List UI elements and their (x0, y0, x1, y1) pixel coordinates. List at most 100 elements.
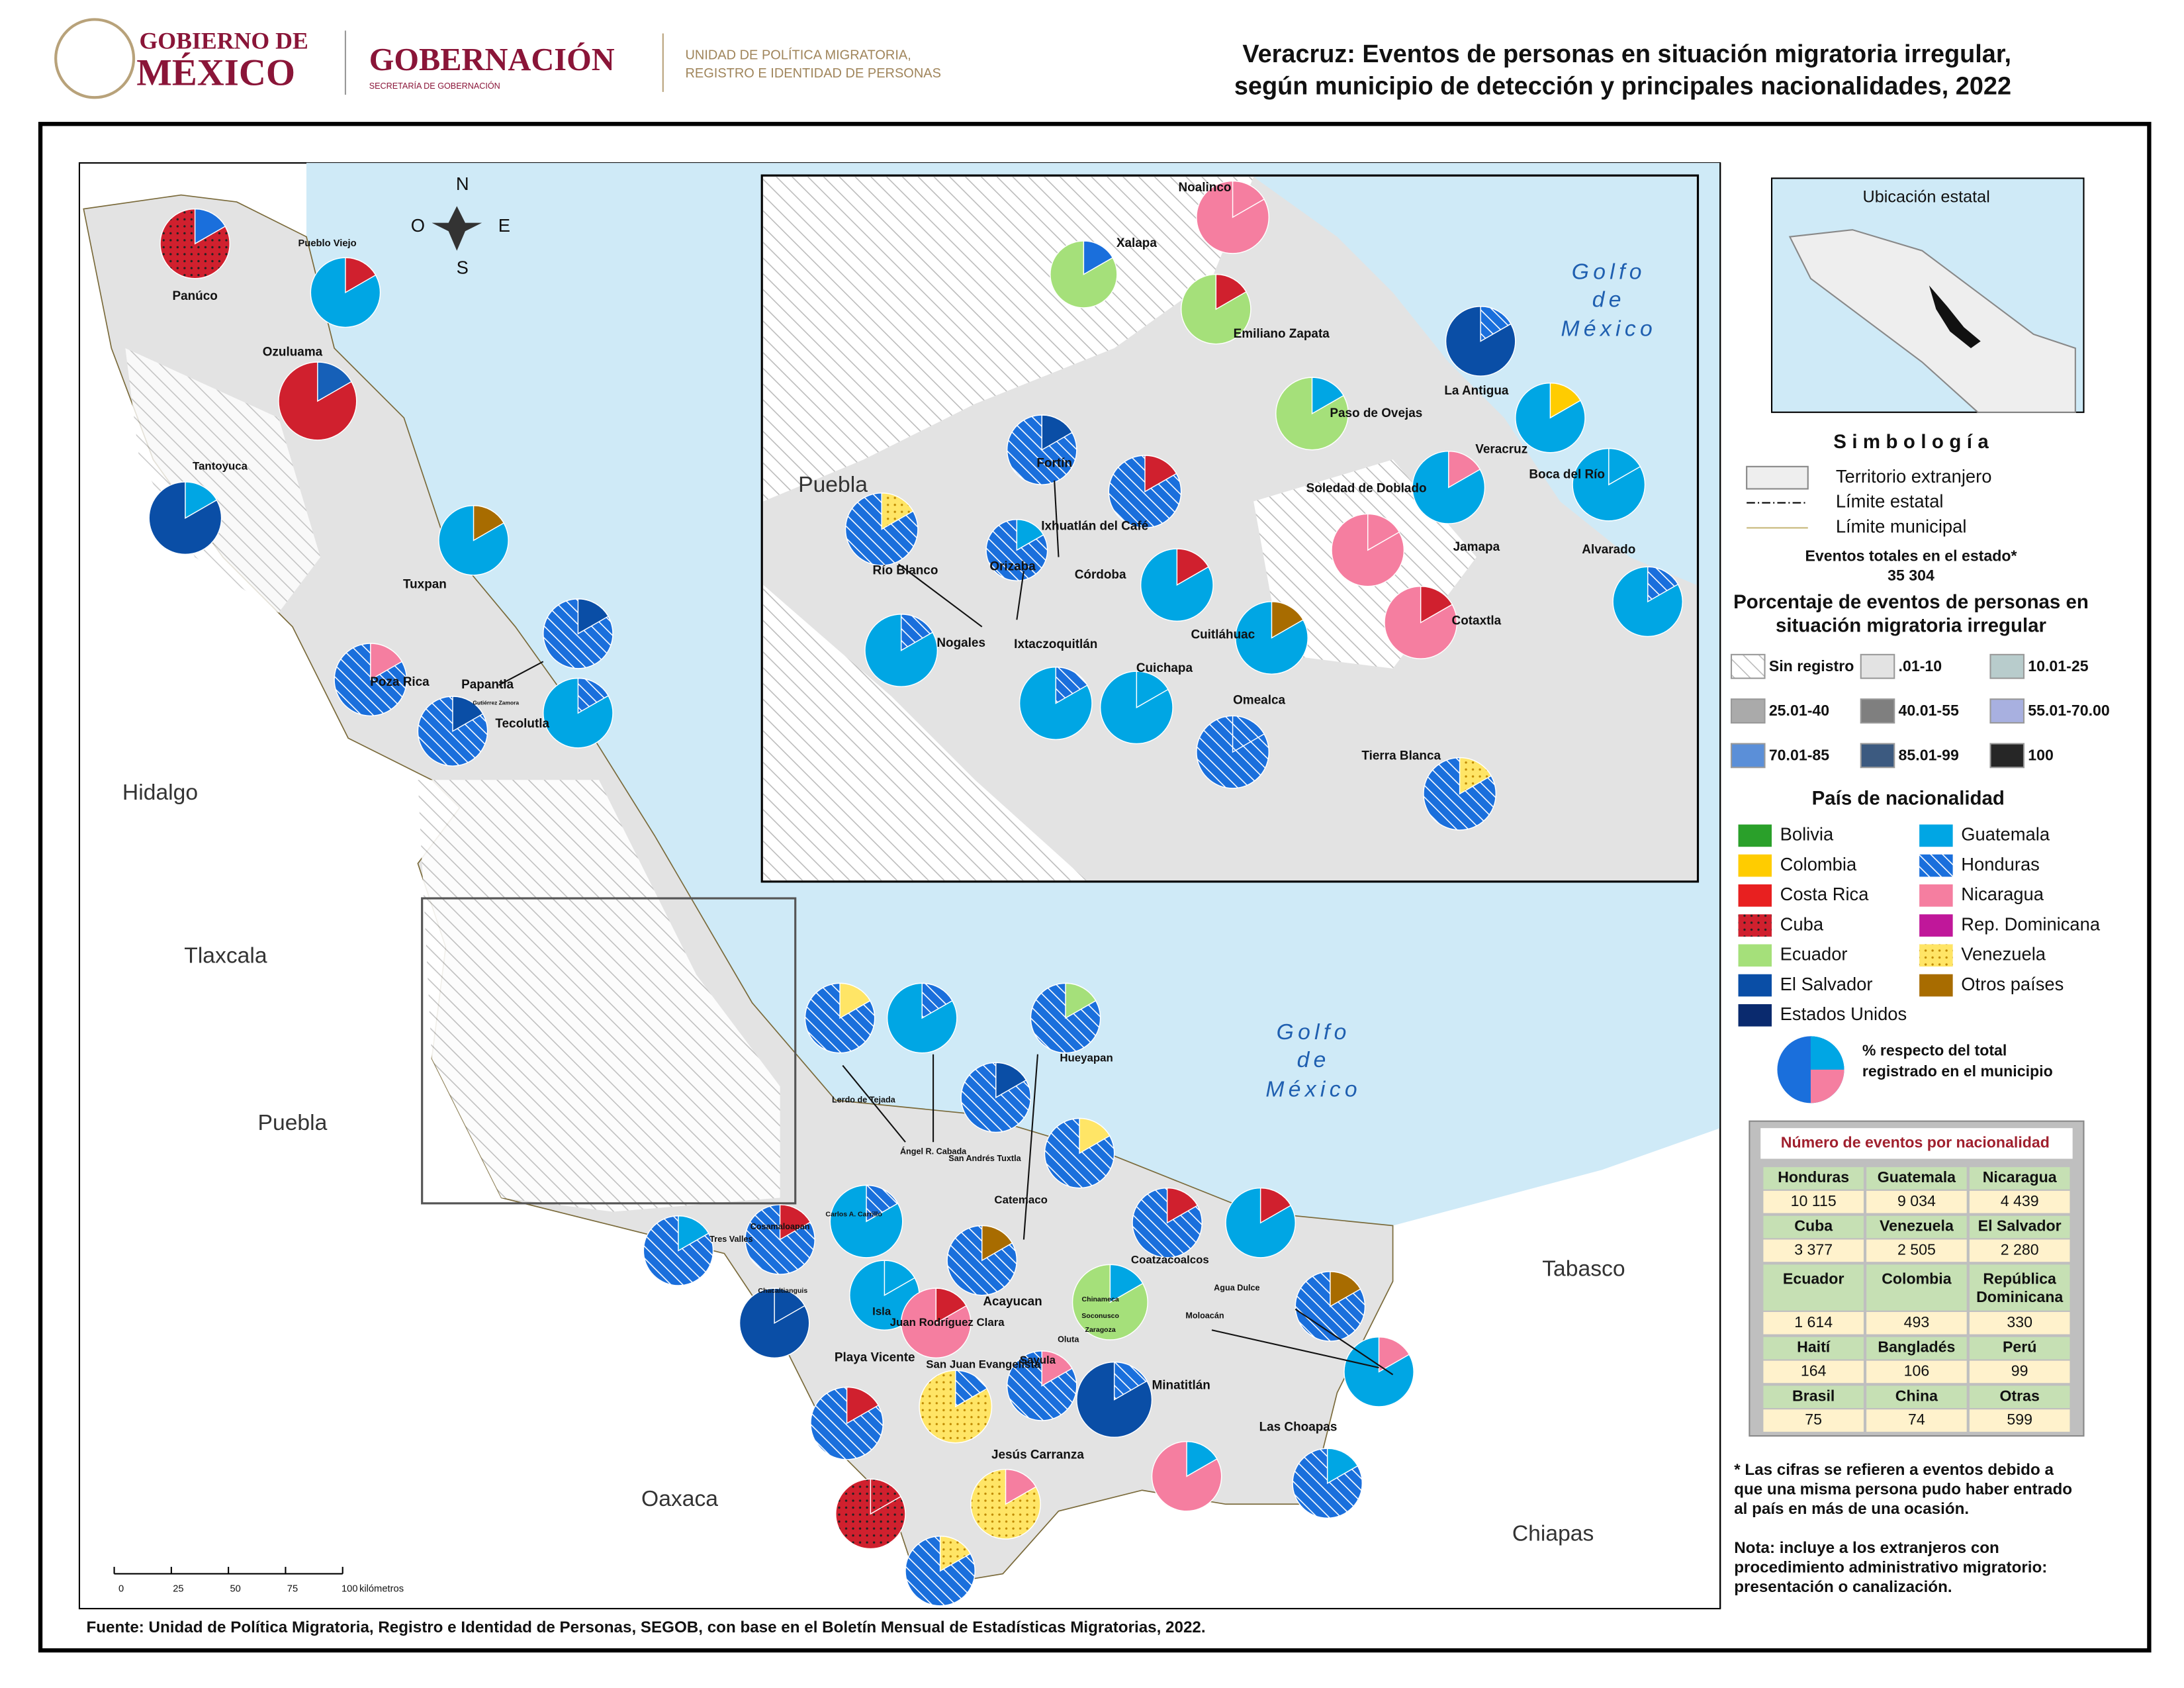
municipality-label: Juan Rodríguez Clara (890, 1316, 1005, 1329)
legend-subtitle: País de nacionalidad (1812, 787, 2005, 809)
pie-slice (866, 1184, 899, 1223)
nationality-label: Guatemala (1961, 824, 2050, 845)
note: procedimiento administrativo migratorio: (1734, 1558, 2047, 1576)
pie-slice (1215, 273, 1248, 310)
table-header-cell (1866, 1167, 1967, 1190)
note: * Las cifras se refieren a eventos debid… (1734, 1461, 2054, 1479)
municipality-label: Isla (872, 1305, 891, 1317)
pie-slice (1330, 1271, 1361, 1307)
municipality-label: Catemaco (994, 1194, 1047, 1206)
pie-slice (1459, 757, 1492, 795)
nationality-swatch (1738, 914, 1772, 937)
nationality-swatch (1738, 884, 1772, 907)
municipality-label: Xalapa (1116, 236, 1157, 250)
table-value-cell (1969, 1190, 2070, 1213)
pie-slice (939, 1535, 972, 1572)
range-swatch (1989, 653, 2025, 679)
range-label: 10.01-25 (2028, 657, 2088, 675)
table-value: 2 280 (2001, 1241, 2039, 1258)
nationality-swatch (1919, 944, 1953, 967)
arrow (1211, 1329, 1379, 1369)
pie-slice (1549, 382, 1582, 419)
legend-subtitle: Porcentaje de eventos de personas en (1733, 591, 2089, 613)
legend-pie (1810, 1036, 1844, 1070)
range-label: 40.01-55 (1899, 702, 1959, 719)
compass-letter: N (456, 173, 469, 194)
municipality-label: Córdoba (1075, 568, 1126, 582)
pie-slice (1065, 982, 1097, 1019)
inset-marker (421, 897, 797, 1205)
pie-slice (779, 1204, 811, 1241)
pie-slice (194, 208, 226, 245)
municipality-label: Lerdo de Tejada (832, 1095, 896, 1104)
table-value: 2 505 (1897, 1241, 1936, 1258)
table-header-cell (1866, 1385, 1967, 1409)
table-header: El Salvador (1978, 1217, 2062, 1235)
table-header: Venezuela (1880, 1217, 1954, 1235)
range-label: 100 (2028, 747, 2054, 764)
table-header-cell (1969, 1167, 2070, 1190)
municipality-label: Veracruz (1475, 443, 1527, 457)
municipality-label: Tecolutla (495, 717, 549, 731)
state-label: Tlaxcala (184, 943, 267, 968)
pie-slice (1079, 1117, 1111, 1154)
pie-slice (317, 361, 353, 402)
table-value: 74 (1908, 1411, 1925, 1428)
municipality-label: Cotaxtla (1452, 614, 1502, 628)
municipality-label: Emiliano Zapata (1234, 327, 1330, 341)
range-swatch (1860, 653, 1895, 679)
compass-letter: O (411, 215, 425, 236)
nationality-swatch (1919, 884, 1953, 907)
table-value-cell (1969, 1239, 2070, 1262)
table-value: 4 439 (2001, 1192, 2039, 1209)
header: GOBIERNO DE MÉXICO GOBERNACIÓN SECRETARÍ… (54, 18, 2011, 101)
table-header-cell (1763, 1336, 1864, 1360)
nationality-swatch (1738, 1004, 1772, 1027)
table-header-cell (1763, 1385, 1864, 1409)
swatch (1746, 465, 1809, 490)
compass-letter: S (457, 257, 469, 277)
state-label: Tabasco (1542, 1257, 1625, 1282)
arrow (1023, 1054, 1038, 1240)
municipality-label: Jesús Carranza (991, 1448, 1084, 1462)
municipality-label: Fortín (1036, 457, 1072, 471)
range-swatch (1989, 698, 2025, 724)
nationality-label: Honduras (1961, 854, 2040, 874)
pie-slice (1311, 377, 1345, 415)
nationality-label: Rep. Dominicana (1961, 914, 2101, 934)
pie-slice (981, 1225, 1013, 1262)
pie-slice (577, 598, 610, 635)
arrow (498, 661, 544, 686)
municipality-label: Orizaba (989, 559, 1036, 573)
municipality-label: Pueblo Viejo (298, 238, 357, 249)
nationality-label: El Salvador (1780, 974, 1873, 994)
pie-slice (839, 982, 871, 1019)
nationality-label: Bolivia (1780, 824, 1834, 845)
gulf-label: Golfo (1277, 1020, 1351, 1045)
municipality-label: Carlos A. Carrillo (825, 1210, 882, 1218)
logo-text: GOBIERNO DE (139, 27, 308, 54)
nationality-label: Venezuela (1961, 944, 2046, 964)
pie-slice (1041, 1350, 1073, 1387)
pie-slice (1232, 180, 1265, 218)
municipality-label: Las Choapas (1259, 1421, 1338, 1434)
note: presentación o canalización. (1734, 1578, 1952, 1596)
range-label: .01-10 (1899, 657, 1942, 675)
table-value-cell (1763, 1360, 1864, 1383)
compass-letter: E (498, 215, 510, 236)
pie-slice (345, 257, 377, 294)
arrow (897, 563, 983, 628)
pie-slice (1326, 1448, 1359, 1484)
municipality-label: Acayucan (983, 1295, 1042, 1309)
table-header-cell (1969, 1264, 2070, 1311)
table-value-cell (1763, 1311, 1864, 1335)
municipality-label: Tuxpan (403, 578, 447, 592)
nationality-swatch (1919, 854, 1953, 877)
table-header-cell (1866, 1215, 1967, 1239)
no-record-area (763, 585, 1087, 880)
table-value: 75 (1805, 1411, 1822, 1428)
range-swatch (1730, 698, 1766, 724)
table-header: Perú (2003, 1338, 2036, 1356)
no-record-area (125, 348, 321, 613)
